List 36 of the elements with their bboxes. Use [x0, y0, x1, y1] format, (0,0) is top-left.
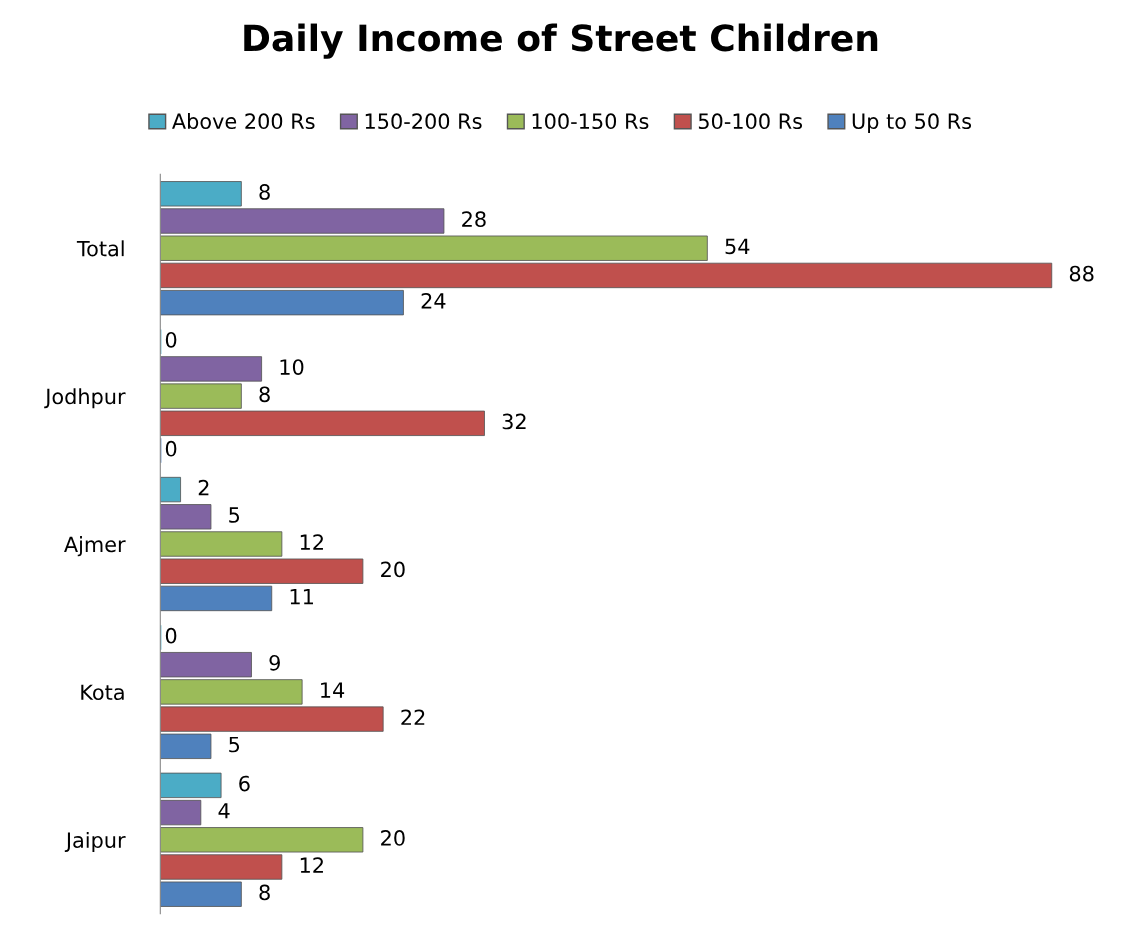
y-tick-label: Jaipur: [64, 831, 126, 853]
legend-label: 50-100 Rs: [698, 113, 803, 130]
legend-label: Above 200 Rs: [172, 112, 315, 130]
data-label: 22: [401, 709, 425, 725]
data-label: 9: [269, 654, 280, 671]
data-label: 8: [259, 884, 270, 901]
data-label: 12: [300, 857, 323, 873]
legend-label: 100-150 Rs: [532, 113, 649, 130]
data-label: 5: [229, 736, 240, 753]
data-label: 28: [462, 211, 486, 228]
data-label: 88: [1069, 265, 1094, 282]
data-label: 0: [165, 440, 177, 457]
data-label: 8: [259, 184, 270, 200]
data-label: 4: [218, 803, 230, 819]
y-tick-label: Total: [76, 240, 124, 257]
data-label: 0: [165, 331, 177, 348]
y-tick-label: Kota: [81, 684, 124, 701]
y-tick-label: Jodhpur: [44, 388, 126, 409]
data-label: 20: [381, 561, 405, 578]
legend-label: Up to 50 Rs: [852, 113, 972, 134]
data-label: 2: [198, 479, 209, 496]
data-label: 0: [165, 627, 177, 644]
data-label: 5: [229, 507, 240, 523]
data-label: 54: [725, 238, 750, 255]
legend-label: 150-200 Rs: [365, 113, 482, 130]
data-label: 14: [321, 682, 345, 698]
data-label: 10: [280, 359, 304, 375]
data-label: 20: [381, 830, 405, 846]
data-label: 32: [502, 413, 526, 430]
data-label: 12: [300, 534, 323, 550]
y-tick-label: Ajmer: [64, 536, 126, 557]
data-label: 24: [421, 292, 446, 309]
data-label: 8: [259, 386, 270, 403]
data-label: 6: [239, 775, 250, 792]
data-label: 11: [290, 588, 313, 605]
chart-title: Daily Income of Street Children: [244, 23, 878, 59]
